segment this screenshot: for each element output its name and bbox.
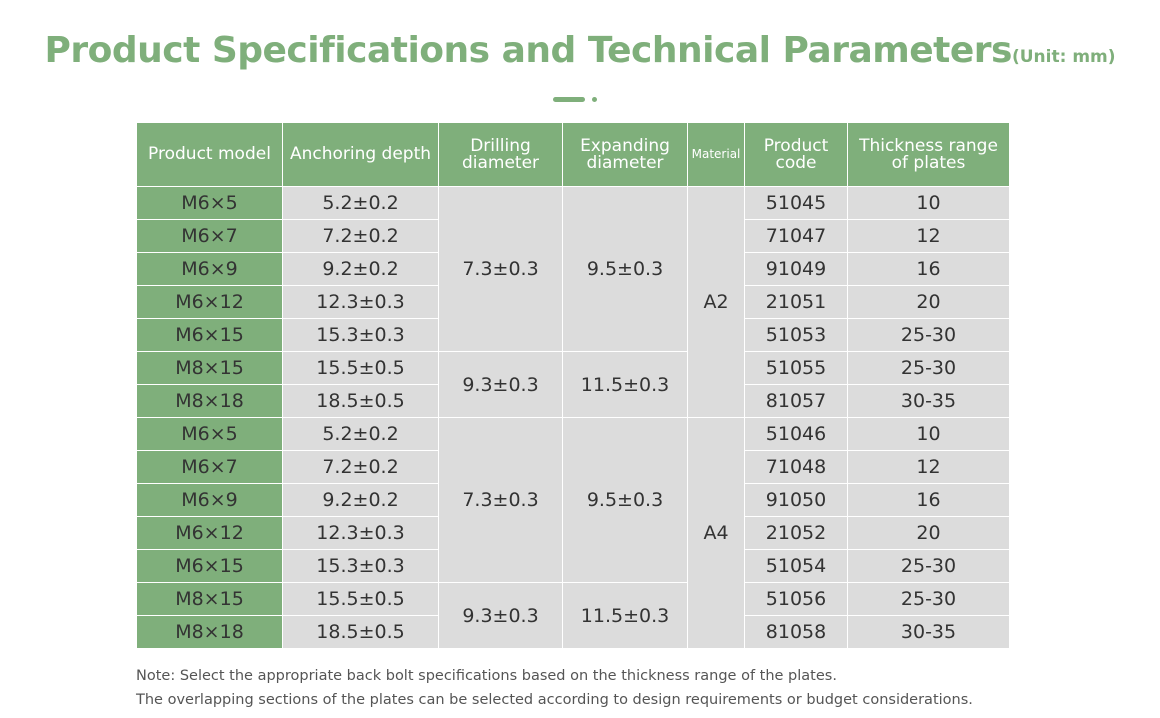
unit-label: (Unit: mm) [1011, 47, 1116, 67]
cell-model: M6×7 [136, 450, 283, 484]
cell-material: A4 [687, 417, 745, 649]
cell-anchoring: 9.2±0.2 [282, 483, 439, 517]
cell-thickness: 16 [847, 252, 1010, 286]
cell-model: M8×15 [136, 351, 283, 385]
table-row: M8×15 15.5±0.5 9.3±0.3 11.5±0.3 51055 25… [136, 351, 1010, 418]
cell-anchoring: 15.3±0.3 [282, 549, 439, 583]
header-expanding-diameter: Expanding diameter [562, 122, 688, 187]
cell-anchoring: 7.2±0.2 [282, 450, 439, 484]
cell-expanding: 11.5±0.3 [562, 582, 688, 649]
cell-drilling: 7.3±0.3 [438, 186, 563, 352]
table-row: M6×15 15.3±0.3 51053 25-30 [136, 318, 1010, 352]
table-row: M6×15 15.3±0.3 51054 25-30 [136, 549, 1010, 583]
cell-thickness: 10 [847, 417, 1010, 451]
cell-anchoring: 15.3±0.3 [282, 318, 439, 352]
cell-code: 71047 [744, 219, 848, 253]
cell-code: 21051 [744, 285, 848, 319]
cell-code: 81057 [744, 384, 848, 418]
cell-code: 51045 [744, 186, 848, 220]
table-row: M8×15 15.5±0.5 9.3±0.3 11.5±0.3 51056 25… [136, 582, 1010, 649]
table-row: M6×7 7.2±0.2 71047 12 [136, 219, 1010, 253]
cell-anchoring: 5.2±0.2 [282, 186, 439, 220]
header-thickness-range: Thickness range of plates [847, 122, 1010, 187]
cell-expanding: 9.5±0.3 [562, 186, 688, 352]
cell-thickness: 30-35 [847, 615, 1010, 649]
cell-code: 81058 [744, 615, 848, 649]
cell-model: M6×15 [136, 549, 283, 583]
header-drilling-diameter: Drilling diameter [438, 122, 563, 187]
cell-model: M8×15 [136, 582, 283, 616]
cell-anchoring: 9.2±0.2 [282, 252, 439, 286]
cell-model: M6×9 [136, 483, 283, 517]
cell-thickness: 25-30 [847, 549, 1010, 583]
cell-thickness: 10 [847, 186, 1010, 220]
header-product-code: Product code [744, 122, 848, 187]
table-header-row: Product model Anchoring depth Drilling d… [136, 122, 1010, 187]
cell-model: M6×15 [136, 318, 283, 352]
cell-model: M6×12 [136, 516, 283, 550]
cell-code: 51053 [744, 318, 848, 352]
note-line-1: Note: Select the appropriate back bolt s… [136, 668, 837, 684]
cell-thickness: 30-35 [847, 384, 1010, 418]
cell-anchoring: 12.3±0.3 [282, 516, 439, 550]
header-product-model: Product model [136, 122, 283, 187]
table-row: M6×5 5.2±0.2 7.3±0.3 9.5±0.3 A2 51045 10 [136, 186, 1010, 418]
note-line-2: The overlapping sections of the plates c… [136, 692, 973, 708]
cell-code: 91049 [744, 252, 848, 286]
spec-table: Product model Anchoring depth Drilling d… [136, 122, 1010, 649]
notes: Note: Select the appropriate back bolt s… [136, 664, 973, 712]
table-row: M6×12 12.3±0.3 21051 20 [136, 285, 1010, 319]
cell-model: M8×18 [136, 615, 283, 649]
cell-thickness: 16 [847, 483, 1010, 517]
table-row: M6×9 9.2±0.2 91049 16 [136, 252, 1010, 286]
cell-code: 51046 [744, 417, 848, 451]
cell-model: M6×7 [136, 219, 283, 253]
cell-anchoring: 18.5±0.5 [282, 615, 439, 649]
cell-thickness: 25-30 [847, 351, 1010, 385]
cell-drilling: 7.3±0.3 [438, 417, 563, 583]
header-anchoring-depth: Anchoring depth [282, 122, 439, 187]
cell-anchoring: 15.5±0.5 [282, 582, 439, 616]
cell-model: M8×18 [136, 384, 283, 418]
table-row: M6×12 12.3±0.3 21052 20 [136, 516, 1010, 550]
cell-thickness: 12 [847, 219, 1010, 253]
cell-drilling: 9.3±0.3 [438, 582, 563, 649]
table-row: M6×7 7.2±0.2 71048 12 [136, 450, 1010, 484]
cell-thickness: 20 [847, 285, 1010, 319]
table-row: M8×18 18.5±0.5 81058 30-35 [136, 615, 1010, 649]
cell-thickness: 25-30 [847, 318, 1010, 352]
cell-code: 51054 [744, 549, 848, 583]
cell-expanding: 11.5±0.3 [562, 351, 688, 418]
cell-expanding: 9.5±0.3 [562, 417, 688, 583]
divider-dot [592, 97, 597, 102]
table-row: M6×5 5.2±0.2 7.3±0.3 9.5±0.3 A4 51046 10 [136, 417, 1010, 649]
cell-code: 71048 [744, 450, 848, 484]
table-row: M8×18 18.5±0.5 81057 30-35 [136, 384, 1010, 418]
header-material: Material [687, 122, 745, 187]
cell-thickness: 25-30 [847, 582, 1010, 616]
cell-model: M6×9 [136, 252, 283, 286]
cell-code: 21052 [744, 516, 848, 550]
table-row: M6×9 9.2±0.2 91050 16 [136, 483, 1010, 517]
cell-model: M6×5 [136, 417, 283, 451]
cell-anchoring: 5.2±0.2 [282, 417, 439, 451]
cell-anchoring: 15.5±0.5 [282, 351, 439, 385]
cell-thickness: 20 [847, 516, 1010, 550]
cell-code: 51055 [744, 351, 848, 385]
cell-code: 91050 [744, 483, 848, 517]
page-title: Product Specifications and Technical Par… [44, 30, 1012, 71]
title-divider [553, 97, 603, 103]
page-heading: Product Specifications and Technical Par… [0, 30, 1160, 71]
divider-bar [553, 97, 585, 102]
cell-model: M6×12 [136, 285, 283, 319]
cell-anchoring: 18.5±0.5 [282, 384, 439, 418]
cell-drilling: 9.3±0.3 [438, 351, 563, 418]
cell-thickness: 12 [847, 450, 1010, 484]
cell-code: 51056 [744, 582, 848, 616]
cell-anchoring: 7.2±0.2 [282, 219, 439, 253]
cell-model: M6×5 [136, 186, 283, 220]
cell-anchoring: 12.3±0.3 [282, 285, 439, 319]
cell-material: A2 [687, 186, 745, 418]
